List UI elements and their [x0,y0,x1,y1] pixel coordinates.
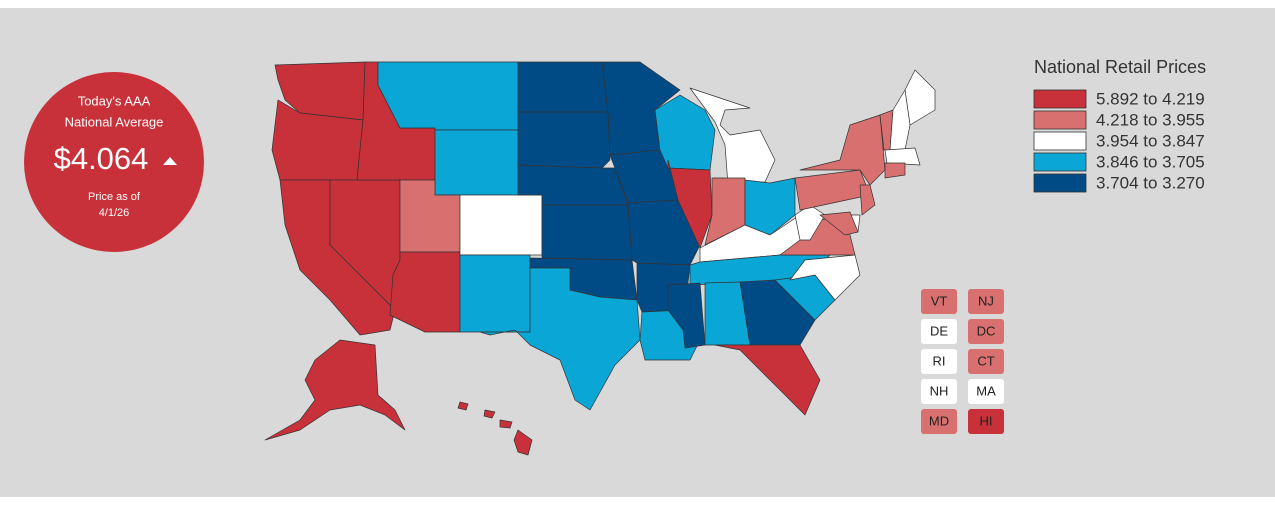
small-state-box[interactable] [921,409,957,434]
state[interactable] [739,279,816,346]
legend-title: National Retail Prices [1034,57,1206,77]
legend: National Retail Prices 5.892 to 4.219 4.21… [1033,57,1206,193]
small-state-label: VT [931,293,948,308]
state[interactable] [819,211,859,236]
state[interactable] [377,61,519,131]
legend-label: 4.218 to 3.955 [1096,110,1205,129]
us-map [264,61,936,456]
small-state-box[interactable] [968,349,1004,374]
state[interactable] [884,147,921,166]
small-state-box[interactable] [968,289,1004,314]
small-state-label: MD [929,413,949,428]
state[interactable] [541,204,633,261]
small-state-label: NH [930,383,949,398]
state[interactable] [904,69,936,126]
badge-price: $4.064 [54,141,149,176]
small-state-label: HI [980,413,993,428]
state[interactable] [654,94,716,171]
small-state-label: NJ [978,293,994,308]
legend-swatch [1033,110,1087,130]
legend-swatch [1033,173,1087,193]
badge-note: Price as of [88,191,141,203]
state[interactable] [859,184,876,216]
state[interactable] [513,429,533,456]
small-state-box[interactable] [921,349,957,374]
small-state-boxes: VT NJ DE DC RI CT NH MA MD HI [921,289,1004,434]
state[interactable] [434,129,519,196]
legend-label: 3.954 to 3.847 [1096,131,1205,150]
state[interactable] [457,401,469,411]
state[interactable] [264,339,406,441]
badge-line2: National Average [65,114,164,129]
state[interactable] [884,162,906,179]
badge-line1: Today's AAA [78,93,151,108]
state[interactable] [517,61,609,113]
state[interactable] [714,344,821,416]
state[interactable] [479,267,641,411]
state[interactable] [667,282,706,349]
small-state-box[interactable] [921,289,957,314]
badge-date: 4/1/26 [99,207,130,219]
state[interactable] [799,114,886,186]
state[interactable] [483,409,496,419]
small-state-box[interactable] [968,379,1004,404]
state[interactable] [459,254,531,333]
small-state-box[interactable] [921,319,957,344]
small-state-label: RI [933,353,946,368]
legend-swatch [1033,131,1087,151]
legend-label: 5.892 to 4.219 [1096,89,1205,108]
small-state-box[interactable] [921,379,957,404]
badge-circle [24,72,204,252]
small-state-label: DE [930,323,948,338]
state[interactable] [689,87,776,186]
state[interactable] [499,419,513,429]
small-state-label: DC [977,323,996,338]
state[interactable] [459,194,543,256]
up-arrow [163,157,177,165]
state[interactable] [889,89,911,151]
legend-label: 3.704 to 3.270 [1096,173,1205,192]
legend-label: 3.846 to 3.705 [1096,152,1205,171]
legend-swatch [1033,152,1087,172]
legend-swatch [1033,89,1087,109]
state[interactable] [389,251,461,333]
small-state-label: MA [976,383,996,398]
state[interactable] [517,111,611,169]
small-state-box[interactable] [968,319,1004,344]
small-state-label: CT [977,353,994,368]
small-state-box[interactable] [968,409,1004,434]
